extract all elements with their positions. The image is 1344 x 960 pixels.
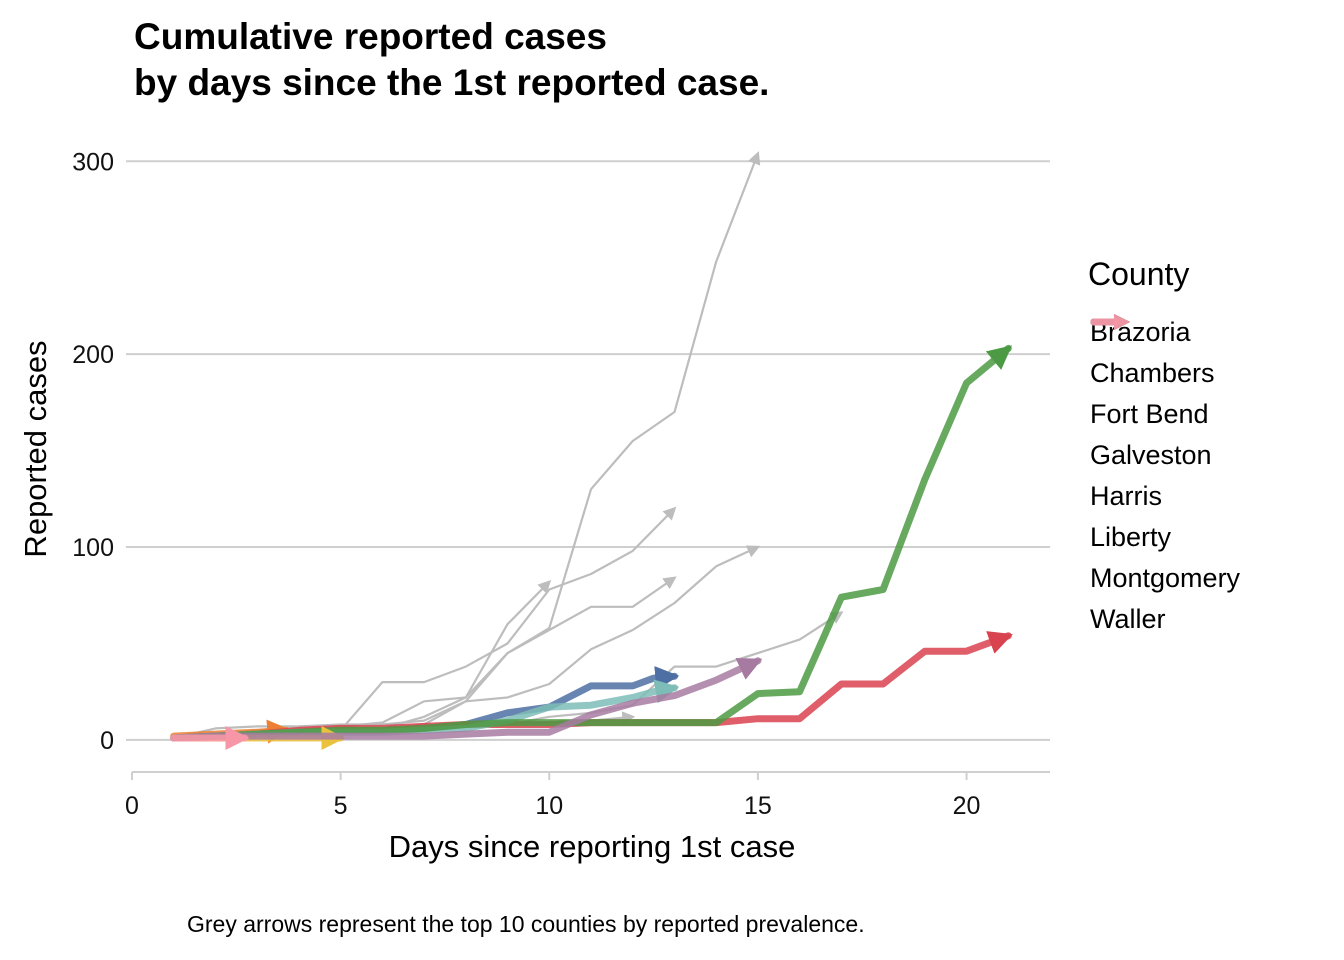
series-line-harris (170, 344, 1012, 742)
legend-label: Galveston (1090, 440, 1212, 470)
legend-title: County (1088, 256, 1190, 292)
legend-label: Chambers (1090, 358, 1215, 388)
legend-arrow-icon (1090, 314, 1130, 330)
grey-series-line-5 (173, 545, 761, 740)
chart-title: Cumulative reported cases by days since … (134, 14, 769, 106)
x-tick-label: 5 (334, 792, 348, 820)
grey-series-group (173, 151, 844, 740)
y-tick-label: 200 (72, 341, 114, 369)
y-tick-label: 100 (72, 534, 114, 562)
legend-item-liberty: Liberty (1090, 314, 1240, 558)
legend-item-waller: Waller (1090, 314, 1240, 640)
legend-label: Harris (1090, 481, 1162, 511)
legend-item-montgomery: Montgomery (1090, 314, 1241, 599)
legend-item-chambers: Chambers (1090, 314, 1240, 394)
y-tick-label: 300 (72, 148, 114, 176)
x-tick-label: 15 (744, 792, 772, 820)
legend-label: Fort Bend (1090, 399, 1209, 429)
x-axis-title: Days since reporting 1st case (389, 829, 796, 864)
legend-label: Montgomery (1090, 563, 1241, 593)
county-series-group (170, 344, 1013, 750)
series-line-montgomery (170, 657, 763, 742)
legend-item-fort-bend: Fort Bend (1090, 314, 1240, 435)
legend-label: Liberty (1090, 522, 1172, 552)
legend: Brazoria Chambers Fort Bend Galveston Harris… (1090, 312, 1240, 640)
chart-caption: Grey arrows represent the top 10 countie… (187, 911, 865, 937)
x-tick-label: 20 (953, 792, 981, 820)
legend-label: Waller (1090, 604, 1166, 634)
grey-series-line-1 (173, 151, 761, 740)
y-tick-label: 0 (100, 727, 114, 755)
x-tick-label: 10 (535, 792, 563, 820)
chart-title-line-2: by days since the 1st reported case. (134, 62, 770, 103)
x-tick-label: 0 (125, 792, 139, 820)
legend-item-galveston: Galveston (1090, 314, 1240, 476)
chart-title-line-1: Cumulative reported cases (134, 16, 607, 57)
legend-item-harris: Harris (1090, 314, 1240, 517)
y-axis-title: Reported cases (18, 340, 53, 557)
